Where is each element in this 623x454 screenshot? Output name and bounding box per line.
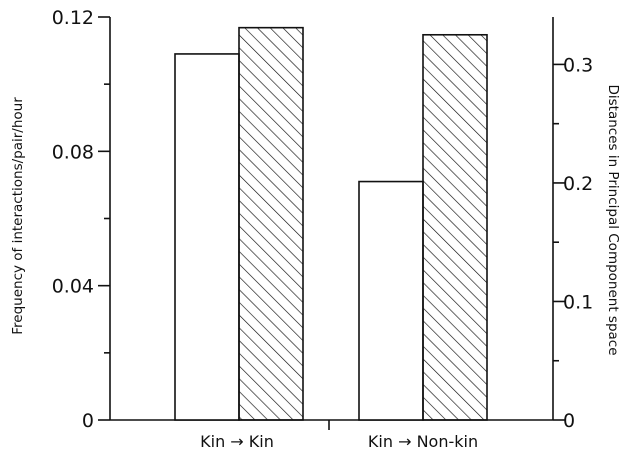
left-axis-title: Frequency of interactions/pair/hour <box>10 97 26 335</box>
right-tick-label: 0.1 <box>563 291 593 313</box>
ticks-group: 0 0.04 0.08 0.12 0 0.1 0.2 0.3 <box>52 7 594 432</box>
left-tick-label: 0 <box>82 410 94 432</box>
category-label-kin-nonkin: Kin → Non-kin <box>368 432 478 451</box>
bars-group <box>174 26 488 421</box>
left-tick-label: 0.08 <box>52 141 94 163</box>
right-axis-title: Distances in Principal Component space <box>605 84 621 355</box>
right-tick-label: 0.3 <box>563 54 593 76</box>
open-bar-0 <box>174 53 240 421</box>
right-tick-label: 0 <box>563 410 575 432</box>
hatched-bar-1 <box>422 33 488 421</box>
open-bar-1 <box>358 180 424 421</box>
right-tick-label: 0.2 <box>563 173 593 195</box>
left-tick-label: 0.04 <box>52 276 94 298</box>
hatched-bar-0 <box>238 26 304 421</box>
left-tick-label: 0.12 <box>52 7 94 29</box>
category-label-kin-kin: Kin → Kin <box>200 432 274 451</box>
